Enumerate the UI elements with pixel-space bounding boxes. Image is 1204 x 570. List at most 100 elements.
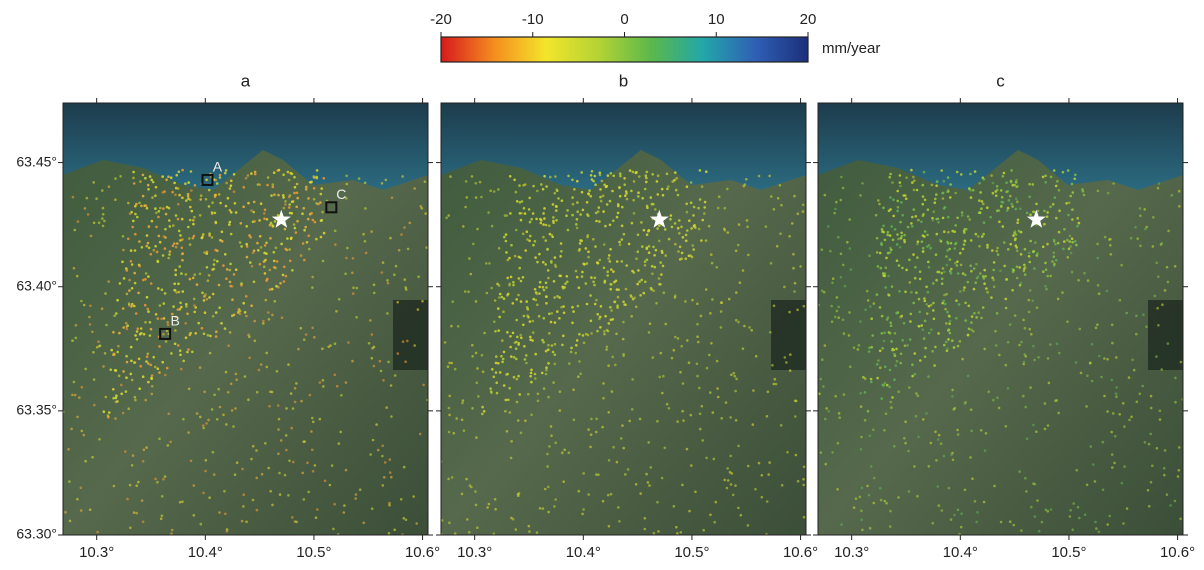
ps-point [1046,211,1049,214]
ps-point [572,310,575,313]
ps-point [838,416,841,419]
site-label: B [170,313,179,329]
ps-point [578,333,581,336]
ps-point [941,509,944,512]
ps-point [91,456,94,459]
ps-point [160,318,163,321]
ps-point [647,230,650,233]
ps-point [925,412,928,415]
ps-point [554,175,557,178]
ps-point [307,235,310,238]
ps-point [608,254,611,257]
ps-point [390,384,393,387]
ps-point [543,317,546,320]
ps-point [102,225,105,228]
ps-point [536,531,539,534]
ps-point [911,375,914,378]
ps-point [1156,307,1159,310]
ps-point [178,291,181,294]
ps-point [1030,506,1033,509]
ps-point [595,299,598,302]
ps-point [1094,480,1097,483]
ps-point [831,320,834,323]
ps-point [89,323,92,326]
ps-point [961,214,964,217]
ps-point [274,300,277,303]
ps-point [1139,393,1142,396]
ps-point [334,342,337,345]
ps-point [889,525,892,528]
ps-point [107,280,110,283]
ps-point [999,270,1002,273]
ps-point [543,175,546,178]
ps-point [1013,524,1016,527]
ps-point [1044,181,1047,184]
ps-point [112,388,115,391]
ps-point [1126,507,1129,510]
ps-point [329,484,332,487]
ps-point [253,320,256,323]
ps-point [211,201,214,204]
ps-point [904,194,907,197]
ps-point [202,424,205,427]
ps-point [137,481,140,484]
ps-point [1076,469,1079,472]
ps-point [679,246,682,249]
ps-point [632,171,635,174]
ps-point [581,191,584,194]
ps-point [681,252,684,255]
ps-point [1166,266,1169,269]
ps-point [462,399,465,402]
ps-point [266,184,269,187]
ps-point [946,311,949,314]
ps-point [96,531,99,534]
ps-point [332,528,335,531]
ps-point [885,502,888,505]
ps-point [1012,269,1015,272]
ps-point [470,486,473,489]
ps-point [265,352,268,355]
ps-point [905,269,908,272]
ps-point [586,303,589,306]
ps-point [542,507,545,510]
ps-point [1087,279,1090,282]
ps-point [258,219,261,222]
ps-point [190,170,193,173]
ps-point [203,299,206,302]
ps-point [168,219,171,222]
ps-point [1148,443,1151,446]
ps-point [545,369,548,372]
ps-point [534,353,537,356]
ps-point [134,233,137,236]
x-tick-label: 10.3° [79,544,114,561]
ps-point [72,196,75,199]
ps-point [530,372,533,375]
ps-point [155,212,158,215]
ps-point [1028,196,1031,199]
ps-point [880,243,883,246]
ps-point [888,176,891,179]
ps-point [547,269,550,272]
ps-point [996,397,999,400]
ps-point [585,333,588,336]
ps-point [145,245,148,248]
ps-point [150,179,153,182]
ps-point [933,318,936,321]
ps-point [718,195,721,198]
ps-point [214,221,217,224]
ps-point [483,332,486,335]
ps-point [678,232,681,235]
ps-point [658,277,661,280]
ps-point [655,249,658,252]
ps-point [383,476,386,479]
ps-point [205,459,208,462]
ps-point [983,282,986,285]
ps-point [498,316,501,319]
ps-point [1174,265,1177,268]
ps-point [147,308,150,311]
ps-point [1110,431,1113,434]
ps-point [1071,237,1074,240]
ps-point [264,209,267,212]
ps-point [394,374,397,377]
ps-point [133,361,136,364]
